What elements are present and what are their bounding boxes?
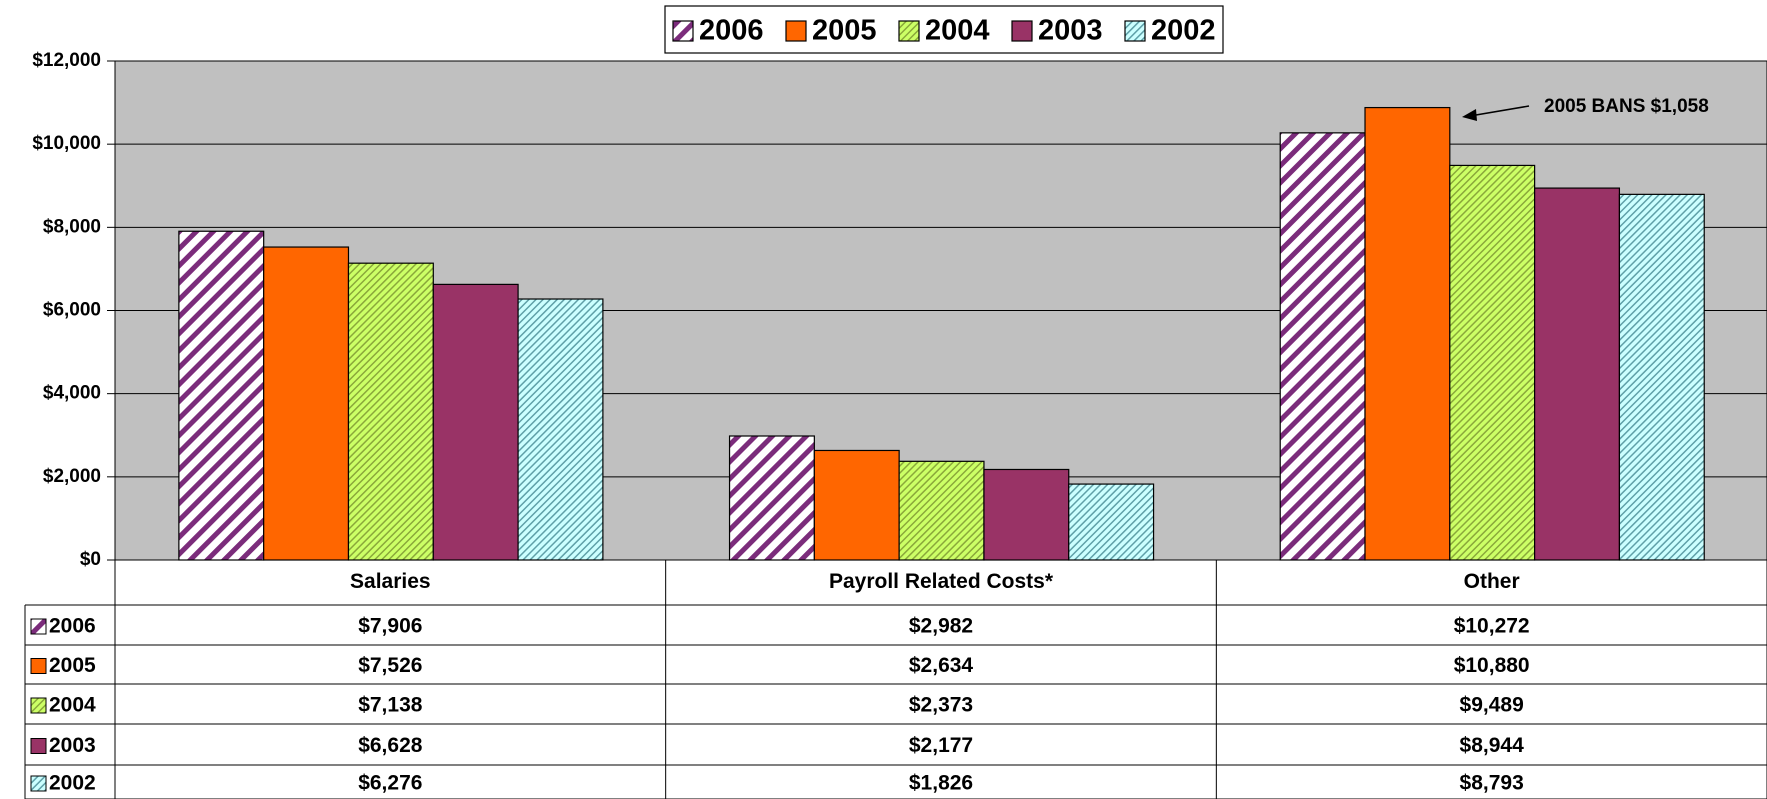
bar: [178, 230, 265, 561]
table-cell: $10,272: [1454, 615, 1530, 638]
legend-label: 2005: [812, 15, 877, 47]
table-cell: $8,944: [1460, 734, 1525, 757]
bar: [983, 468, 1070, 561]
legend-label: 2004: [925, 15, 990, 47]
table-cell: $1,826: [909, 772, 973, 795]
y-tick-label: $8,000: [43, 216, 101, 237]
table-row-label: 2005: [49, 654, 96, 677]
legend-swatch: [898, 20, 920, 42]
table-cell: $2,373: [909, 694, 973, 717]
table-cell: $7,138: [358, 694, 423, 717]
bar: [1449, 164, 1536, 561]
y-tick-label: $2,000: [43, 466, 101, 487]
annotation-arrow: [1469, 105, 1530, 117]
legend-label: 2002: [1151, 15, 1216, 47]
table-header: Payroll Related Costs*: [829, 570, 1054, 593]
bar: [813, 449, 900, 561]
bar: [1618, 193, 1705, 561]
legend-swatch: [785, 20, 807, 42]
annotation: 2005 BANS $1,058: [1544, 96, 1709, 117]
bar: [263, 246, 350, 561]
bar: [1068, 483, 1155, 561]
y-tick-label: $6,000: [43, 300, 101, 321]
legend-label: 2006: [699, 15, 764, 47]
table-legend-swatch: [30, 618, 47, 635]
table-cell: $8,793: [1460, 772, 1524, 795]
table-legend-swatch: [30, 697, 47, 714]
bar: [898, 460, 985, 561]
table-cell: $6,276: [358, 772, 422, 795]
y-tick-label: $4,000: [43, 383, 101, 404]
table-cell: $6,628: [358, 734, 423, 757]
y-tick-label: $0: [80, 549, 101, 570]
table-legend-swatch: [30, 775, 47, 792]
table-cell: $9,489: [1460, 694, 1524, 717]
table-cell: $2,177: [909, 734, 973, 757]
table-row-label: 2004: [49, 694, 96, 717]
legend-label: 2003: [1038, 15, 1103, 47]
table-header: Other: [1464, 570, 1520, 593]
bar: [1364, 106, 1451, 561]
y-tick-label: $10,000: [32, 133, 101, 154]
bar: [517, 298, 604, 561]
bar: [1534, 187, 1621, 561]
annotation-arrowhead: [1462, 109, 1477, 121]
table-row-label: 2006: [49, 615, 96, 638]
table-cell: $2,634: [909, 654, 974, 677]
y-tick-label: $12,000: [32, 50, 101, 71]
bar: [728, 435, 815, 561]
table-cell: $2,982: [909, 615, 973, 638]
legend-swatch: [672, 20, 694, 42]
bar: [1279, 132, 1366, 561]
table-header: Salaries: [350, 570, 431, 593]
bar: [347, 262, 434, 561]
table-legend-swatch: [30, 658, 47, 674]
table-legend-swatch: [30, 738, 47, 754]
table-row-label: 2002: [49, 772, 96, 795]
bar: [432, 283, 519, 561]
table-row-label: 2003: [49, 734, 96, 757]
legend-swatch: [1011, 20, 1033, 42]
table-cell: $7,906: [358, 615, 422, 638]
legend-swatch: [1124, 20, 1146, 42]
table-cell: $7,526: [358, 654, 422, 677]
table-cell: $10,880: [1454, 654, 1530, 677]
